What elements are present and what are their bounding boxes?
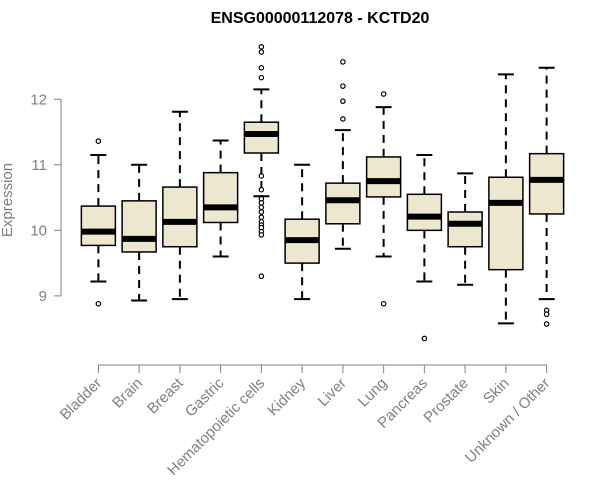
box-group: [365, 91, 402, 307]
y-tick-label: 10: [30, 222, 47, 239]
x-tick-label: Lung: [355, 375, 391, 411]
box-body: [202, 171, 239, 224]
box-body: [121, 200, 157, 253]
outlier-point: [543, 321, 550, 327]
y-tick-label: 12: [30, 91, 47, 108]
outlier-point: [95, 300, 102, 307]
box-group: [243, 44, 280, 280]
outlier-point: [258, 186, 265, 193]
outlier-point: [380, 91, 387, 97]
box-body: [528, 152, 565, 215]
x-tick-label: Breast: [144, 374, 187, 417]
box-group: [80, 138, 117, 307]
box-group: [284, 163, 320, 301]
box-body: [325, 182, 361, 225]
x-tick-label: Liver: [315, 375, 350, 410]
box-group: [202, 139, 239, 258]
box-body: [406, 193, 443, 232]
box-group: [528, 66, 565, 327]
outlier-point: [543, 311, 550, 318]
outlier-point: [421, 335, 428, 342]
boxes-layer: [80, 44, 565, 342]
box-body: [162, 186, 198, 248]
outlier-point: [340, 116, 346, 122]
outlier-point: [340, 83, 346, 89]
y-tick-label: 11: [31, 157, 47, 174]
axes-layer: 9 10 11 12: [30, 91, 548, 373]
y-tick-label: 9: [39, 288, 47, 305]
outlier-point: [258, 273, 265, 280]
outlier-point: [258, 65, 265, 71]
box-group: [488, 73, 524, 325]
outlier-point: [258, 214, 265, 221]
chart-title: ENSG00000112078 - KCTD20: [211, 10, 430, 27]
box-body: [447, 211, 483, 248]
box-body: [80, 205, 117, 247]
box-group: [162, 110, 198, 301]
x-tick-label: Bladder: [57, 375, 106, 424]
x-tick-label: Skin: [480, 375, 513, 408]
outlier-point: [258, 44, 265, 50]
outlier-point: [258, 200, 265, 206]
outlier-point: [258, 204, 265, 211]
x-tick-label: Prostate: [420, 375, 472, 427]
outlier-point: [258, 173, 265, 179]
box-group: [406, 153, 443, 342]
box-group: [447, 172, 483, 286]
x-tick-label: Kidney: [264, 374, 309, 419]
outlier-point: [258, 209, 265, 215]
box-group: [325, 59, 361, 250]
outlier-point: [340, 98, 346, 105]
box-body: [365, 156, 402, 198]
outlier-point: [258, 74, 265, 81]
y-axis-label: Expression: [0, 163, 16, 237]
outlier-point: [95, 138, 102, 145]
outlier-point: [258, 232, 265, 238]
outlier-point: [258, 49, 265, 55]
outlier-point: [380, 300, 387, 307]
outlier-point: [340, 59, 346, 65]
x-tick-label: Brain: [109, 375, 146, 412]
box-group: [121, 163, 157, 302]
box-body: [488, 176, 524, 271]
box-body: [243, 121, 280, 154]
